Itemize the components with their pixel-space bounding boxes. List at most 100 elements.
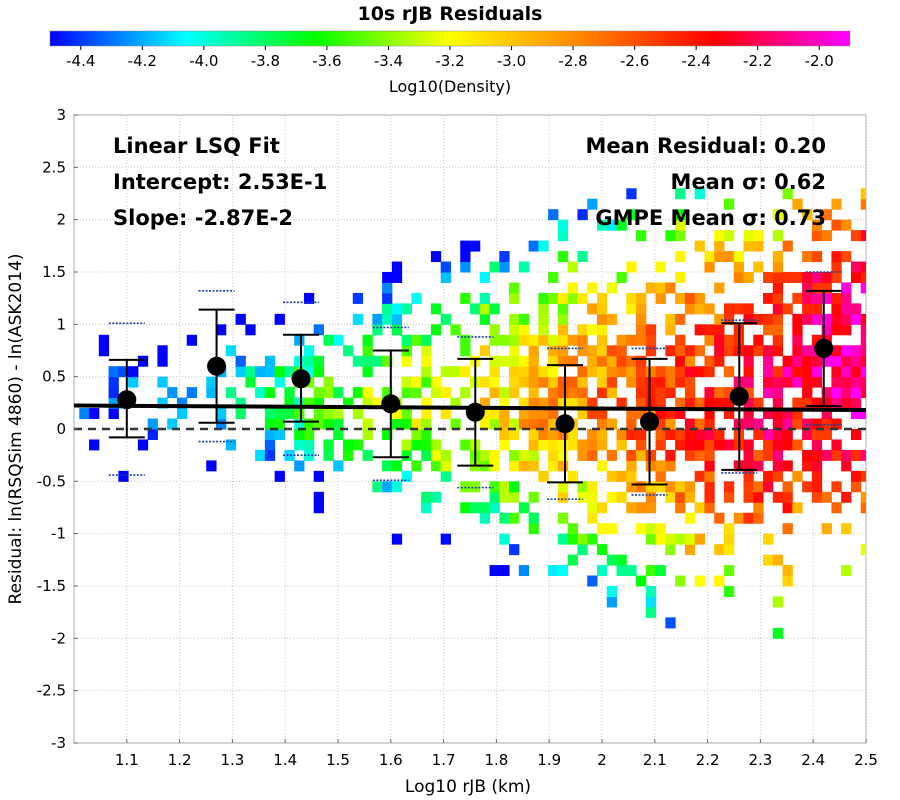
- density-cell: [499, 251, 510, 263]
- density-cell: [743, 439, 754, 451]
- density-cell: [460, 261, 471, 273]
- density-cell: [772, 449, 784, 461]
- density-cell: [753, 240, 764, 252]
- density-cell: [733, 261, 745, 273]
- density-cell: [811, 491, 823, 503]
- density-cell: [548, 418, 559, 430]
- density-cell: [264, 408, 276, 420]
- density-cell: [772, 261, 784, 273]
- density-cell: [645, 397, 657, 409]
- density-cell: [596, 408, 608, 420]
- density-cell: [694, 188, 705, 200]
- density-cell: [636, 324, 647, 336]
- density-cell: [587, 303, 598, 315]
- annotation-mean-residual: Mean Residual: 0.20: [585, 134, 826, 158]
- density-cell: [704, 491, 715, 503]
- density-cell: [391, 324, 403, 336]
- density-cell: [313, 387, 324, 399]
- density-cell: [509, 282, 520, 294]
- density-cell: [538, 240, 549, 252]
- density-cell: [391, 481, 403, 493]
- density-cell: [753, 460, 764, 472]
- density-cell: [421, 355, 432, 367]
- y-tick-label: 2: [56, 211, 66, 229]
- density-cell: [528, 429, 539, 440]
- density-cell: [626, 470, 637, 482]
- x-tick-label: 2.1: [643, 751, 667, 769]
- density-cell: [684, 429, 696, 440]
- density-cell: [850, 303, 862, 315]
- density-cell: [411, 387, 422, 399]
- density-cell: [626, 418, 637, 430]
- density-cell: [704, 334, 715, 346]
- density-cell: [596, 544, 608, 556]
- density-cell: [284, 366, 295, 378]
- density-cell: [772, 439, 784, 451]
- density-cell: [216, 324, 227, 336]
- density-cell: [850, 470, 862, 482]
- density-cell: [802, 449, 813, 461]
- density-cell: [860, 282, 866, 294]
- density-cell: [557, 533, 569, 545]
- density-cell: [802, 272, 813, 283]
- colorbar-tick-label: -3.2: [435, 52, 464, 70]
- density-cell: [811, 397, 823, 409]
- density-cell: [821, 523, 832, 535]
- colorbar-label: Log10(Density): [389, 77, 511, 96]
- density-cell: [401, 334, 412, 346]
- density-cell: [274, 376, 285, 388]
- density-cell: [655, 460, 666, 472]
- density-cell: [782, 429, 793, 440]
- x-axis-label: Log10 rJB (km): [405, 777, 531, 797]
- density-cell: [118, 366, 129, 378]
- density-cell: [440, 533, 451, 545]
- density-cell: [450, 366, 461, 378]
- density-cell: [401, 303, 412, 315]
- density-cell: [489, 481, 500, 493]
- density-cell: [645, 334, 657, 346]
- density-cell: [362, 334, 373, 346]
- density-cell: [675, 533, 686, 545]
- density-cell: [675, 345, 686, 357]
- density-cell: [733, 251, 745, 263]
- density-cell: [714, 282, 725, 294]
- binned-mean-point: [117, 390, 137, 410]
- density-cell: [596, 355, 608, 367]
- density-cell: [675, 355, 686, 367]
- colorbar-tick-label: -4.4: [66, 52, 95, 70]
- density-cell: [714, 387, 725, 399]
- density-cell: [753, 334, 764, 346]
- density-cell: [665, 313, 676, 325]
- density-cell: [655, 481, 666, 493]
- density-cell: [294, 355, 305, 367]
- density-cell: [811, 355, 823, 367]
- y-tick-label: -0.5: [37, 472, 66, 490]
- density-cell: [802, 209, 813, 221]
- density-cell: [665, 324, 676, 336]
- density-cell: [548, 565, 559, 577]
- density-cell: [841, 397, 852, 409]
- density-cell: [763, 324, 774, 336]
- density-cell: [860, 376, 866, 388]
- density-cell: [645, 502, 657, 514]
- density-cell: [792, 439, 803, 451]
- density-cell: [753, 230, 764, 242]
- density-cell: [313, 408, 324, 420]
- density-cell: [841, 491, 852, 503]
- density-cell: [821, 272, 832, 283]
- density-cell: [831, 418, 842, 430]
- density-cell: [538, 408, 549, 420]
- density-cell: [401, 387, 412, 399]
- density-cell: [577, 387, 588, 399]
- density-cell: [323, 408, 334, 420]
- y-axis-label: Residual: ln(RSQSim 4860) - ln(ASK2014): [6, 254, 26, 605]
- density-cell: [772, 345, 784, 357]
- density-cell: [675, 251, 686, 263]
- density-cell: [518, 418, 530, 430]
- density-cell: [294, 460, 305, 472]
- density-cell: [557, 460, 569, 472]
- density-cell: [645, 460, 657, 472]
- density-cell: [694, 303, 705, 315]
- density-cell: [743, 449, 754, 461]
